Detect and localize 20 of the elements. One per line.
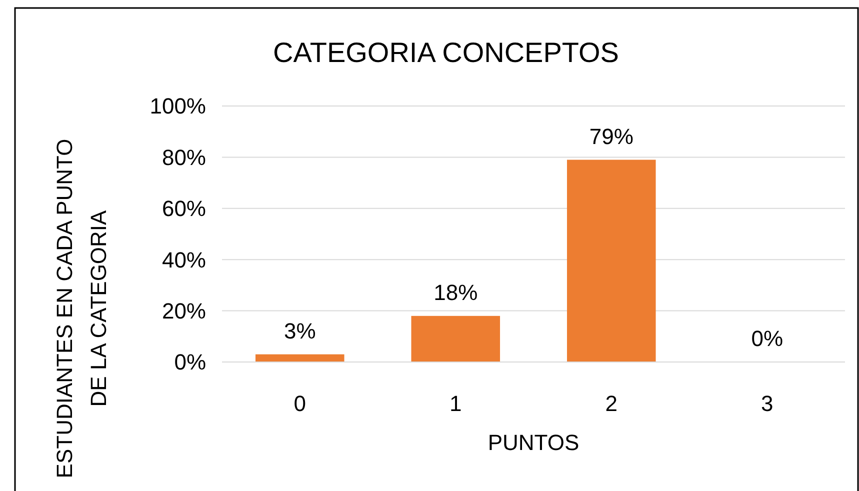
y-tick-label: 20% [162, 298, 206, 324]
x-axis-title: PUNTOS [488, 430, 580, 455]
bar [566, 160, 656, 362]
y-tick-label: 80% [162, 144, 206, 170]
bar [255, 354, 344, 362]
bar [411, 316, 500, 362]
y-tick-label: 100% [150, 94, 206, 119]
x-tick-label: 3 [761, 391, 774, 416]
y-tick-label: 40% [162, 247, 206, 272]
chart-title: CATEGORIA CONCEPTOS [273, 37, 619, 68]
y-tick-label: 0% [174, 350, 206, 375]
x-tick-label: 2 [605, 391, 618, 416]
data-label: 0% [751, 326, 784, 351]
y-tick-label: 60% [162, 196, 206, 222]
x-tick-label: 1 [450, 391, 462, 416]
x-tick-label: 0 [294, 391, 306, 416]
y-axis-title: ESTUDIANTES EN CADA PUNTO DE LA CATEGORIA [52, 138, 111, 478]
data-label: 79% [589, 124, 634, 149]
data-label: 3% [284, 318, 316, 344]
data-label: 18% [434, 280, 478, 305]
